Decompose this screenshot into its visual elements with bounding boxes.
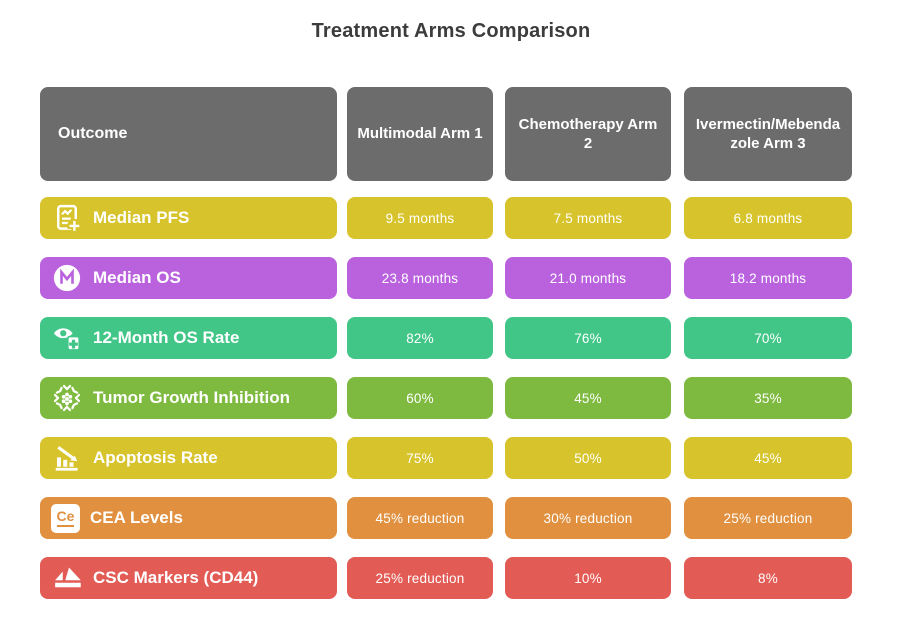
value-median-os-arm2: 21.0 months bbox=[505, 257, 671, 299]
row-label-text: CSC Markers (CD44) bbox=[93, 568, 259, 587]
table-row-csc: CSC Markers (CD44) 25% reduction 10% 8% bbox=[40, 557, 852, 599]
row-label-tumor-growth: Tumor Growth Inhibition bbox=[40, 377, 337, 419]
value-csc-arm1: 25% reduction bbox=[347, 557, 493, 599]
value-cea-arm3: 25% reduction bbox=[684, 497, 852, 539]
column-header-arm3: Ivermectin/Mebendazole Arm 3 bbox=[684, 87, 852, 181]
value-apoptosis-arm1: 75% bbox=[347, 437, 493, 479]
value-tumor-growth-arm1: 60% bbox=[347, 377, 493, 419]
value-csc-arm3: 8% bbox=[684, 557, 852, 599]
value-os-rate-arm2: 76% bbox=[505, 317, 671, 359]
table-row-median-pfs: Median PFS 9.5 months 7.5 months 6.8 mon… bbox=[40, 197, 852, 239]
table-row-apoptosis: Apoptosis Rate 75% 50% 45% bbox=[40, 437, 852, 479]
declining-bar-chart-icon bbox=[51, 442, 83, 474]
table-row-os-rate: 12-Month OS Rate 82% 76% 70% bbox=[40, 317, 852, 359]
triangles-markers-icon bbox=[51, 562, 83, 594]
value-median-os-arm1: 23.8 months bbox=[347, 257, 493, 299]
value-median-os-arm3: 18.2 months bbox=[684, 257, 852, 299]
row-label-text: Apoptosis Rate bbox=[93, 448, 218, 467]
value-cea-arm2: 30% reduction bbox=[505, 497, 671, 539]
value-os-rate-arm1: 82% bbox=[347, 317, 493, 359]
row-label-text: Median OS bbox=[93, 268, 181, 287]
row-label-apoptosis: Apoptosis Rate bbox=[40, 437, 337, 479]
shrink-arrows-icon bbox=[51, 382, 83, 414]
table-row-median-os: Median OS 23.8 months 21.0 months 18.2 m… bbox=[40, 257, 852, 299]
row-label-median-pfs: Median PFS bbox=[40, 197, 337, 239]
value-median-pfs-arm2: 7.5 months bbox=[505, 197, 671, 239]
comparison-table: Outcome Multimodal Arm 1 Chemotherapy Ar… bbox=[40, 87, 852, 599]
report-chart-plus-icon bbox=[51, 202, 83, 234]
row-label-csc: CSC Markers (CD44) bbox=[40, 557, 337, 599]
row-label-median-os: Median OS bbox=[40, 257, 337, 299]
row-label-cea: Ce CEA Levels bbox=[40, 497, 337, 539]
eye-medical-kit-icon bbox=[51, 322, 83, 354]
value-csc-arm2: 10% bbox=[505, 557, 671, 599]
row-label-text: Median PFS bbox=[93, 208, 190, 227]
row-label-text: CEA Levels bbox=[90, 508, 183, 527]
value-median-pfs-arm1: 9.5 months bbox=[347, 197, 493, 239]
table-header-row: Outcome Multimodal Arm 1 Chemotherapy Ar… bbox=[40, 87, 852, 181]
value-apoptosis-arm3: 45% bbox=[684, 437, 852, 479]
ce-element-icon: Ce bbox=[51, 503, 80, 533]
value-tumor-growth-arm3: 35% bbox=[684, 377, 852, 419]
value-tumor-growth-arm2: 45% bbox=[505, 377, 671, 419]
page-title: Treatment Arms Comparison bbox=[311, 20, 591, 42]
m-circle-icon bbox=[51, 262, 83, 294]
table-row-tumor-growth: Tumor Growth Inhibition 60% 45% 35% bbox=[40, 377, 852, 419]
table-row-cea: Ce CEA Levels 45% reduction 30% reductio… bbox=[40, 497, 852, 539]
column-header-arm1: Multimodal Arm 1 bbox=[347, 87, 493, 181]
column-header-outcome: Outcome bbox=[40, 87, 337, 181]
value-os-rate-arm3: 70% bbox=[684, 317, 852, 359]
row-label-text: 12-Month OS Rate bbox=[93, 328, 240, 347]
value-cea-arm1: 45% reduction bbox=[347, 497, 493, 539]
row-label-text: Tumor Growth Inhibition bbox=[93, 388, 291, 407]
column-header-arm2: Chemotherapy Arm 2 bbox=[505, 87, 671, 181]
row-label-os-rate: 12-Month OS Rate bbox=[40, 317, 337, 359]
value-apoptosis-arm2: 50% bbox=[505, 437, 671, 479]
ce-element-symbol: Ce bbox=[56, 509, 75, 527]
value-median-pfs-arm3: 6.8 months bbox=[684, 197, 852, 239]
